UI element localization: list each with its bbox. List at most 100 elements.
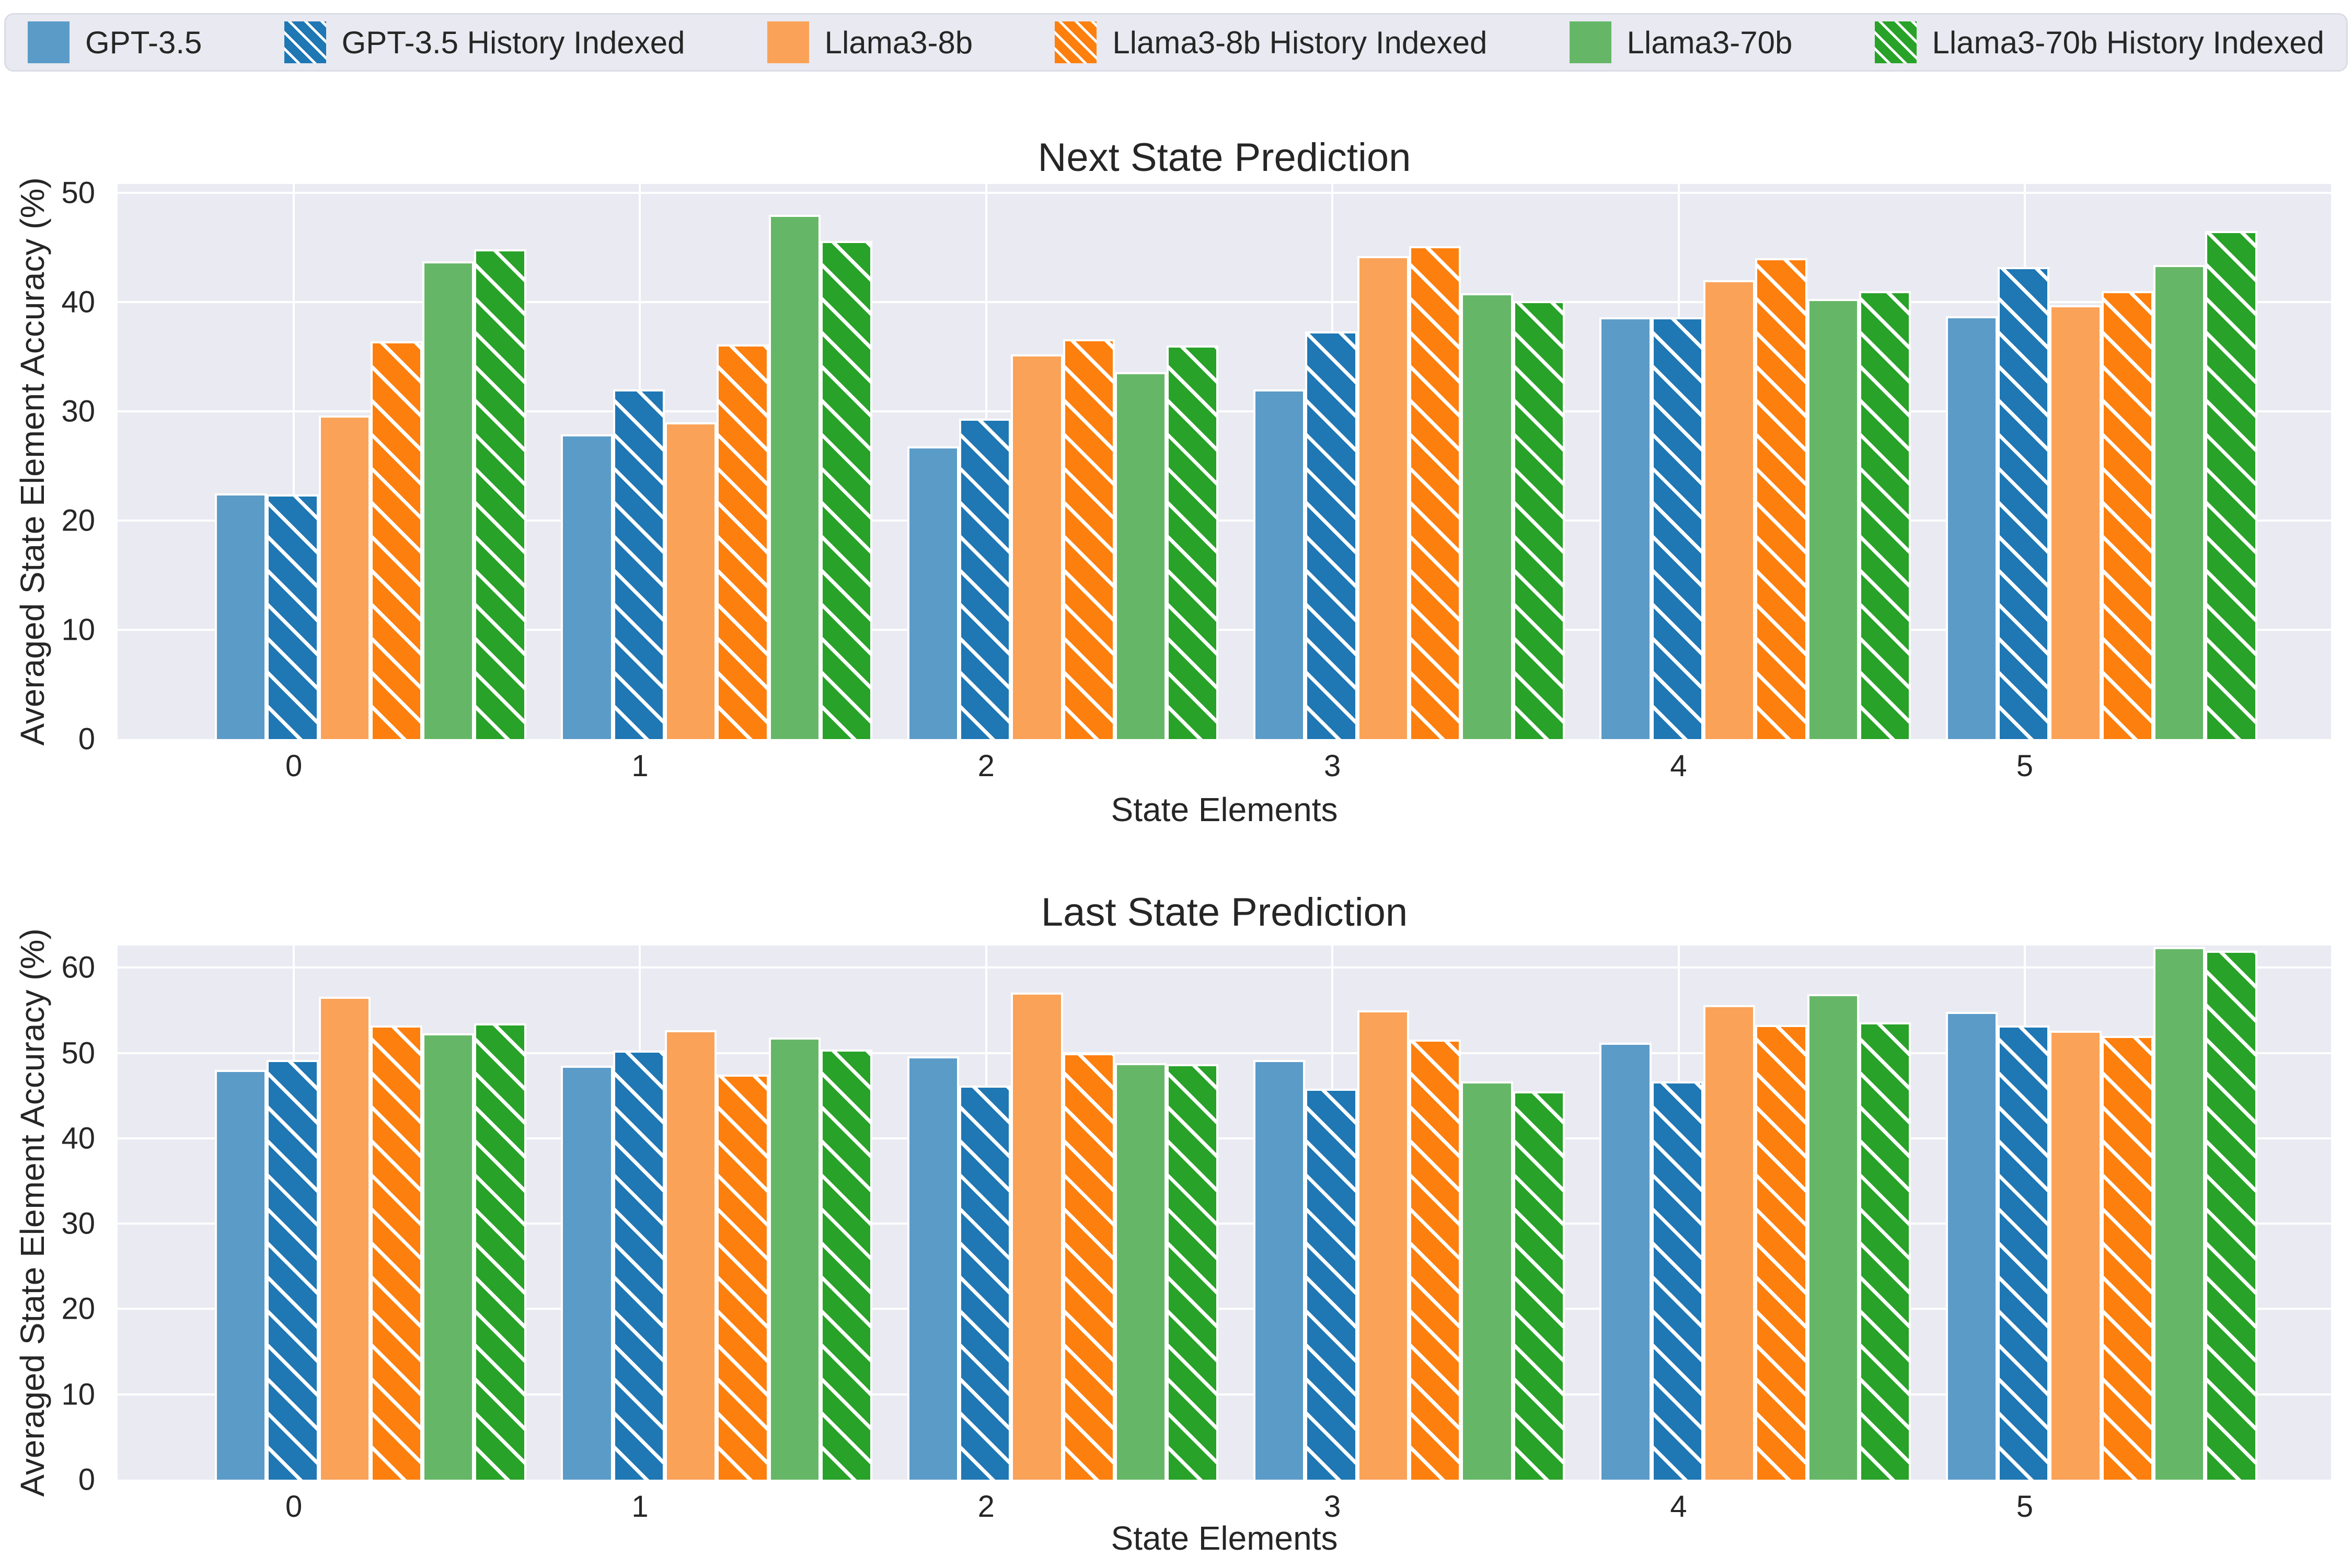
y-tick-label: 0 (78, 1462, 95, 1497)
bar (820, 1050, 873, 1480)
legend-item: Llama3-70b History Indexed (1874, 21, 2324, 63)
legend-swatch-icon (284, 21, 326, 63)
bar (1513, 301, 1565, 739)
bar (1997, 1025, 2050, 1480)
chart-title-last-state: Last State Prediction (1041, 890, 1408, 935)
bar (664, 1030, 717, 1480)
plot-area-next-state (118, 184, 2331, 739)
x-tick-label: 2 (977, 1490, 995, 1524)
x-tick-label: 0 (285, 749, 303, 783)
bar (1945, 1012, 1998, 1480)
x-tick-label: 5 (2016, 1490, 2034, 1524)
legend-item-label: Llama3-70b (1627, 25, 1793, 60)
legend-item-label: Llama3-70b History Indexed (1932, 25, 2324, 60)
legend-item: GPT-3.5 History Indexed (284, 21, 685, 63)
bar (1167, 1064, 1219, 1480)
bar (1651, 1081, 1703, 1480)
bar (1063, 339, 1115, 739)
legend-item-label: GPT-3.5 (85, 25, 202, 60)
bar (1167, 345, 1219, 739)
bar-group (1945, 184, 2257, 739)
legend-item: Llama3-8b (767, 21, 973, 63)
bar (2049, 305, 2102, 739)
bar (2153, 264, 2206, 739)
bar (907, 1056, 959, 1480)
bar (422, 1033, 475, 1480)
x-tick-label: 2 (977, 749, 995, 783)
gridline (118, 301, 2331, 303)
bar (907, 446, 959, 739)
bar (422, 261, 475, 739)
bar (1755, 258, 1807, 739)
gridline (118, 191, 2331, 194)
bar (1859, 1022, 1911, 1480)
bar-group (214, 184, 526, 739)
bar (1807, 298, 1859, 739)
bar (1599, 317, 1652, 739)
y-axis-ticks-last-state: 0 10 20 30 40 50 60 (0, 946, 100, 1497)
bar (474, 1023, 526, 1480)
bar (1703, 280, 1756, 739)
legend: GPT-3.5 GPT-3.5 History Indexed Llama3-8b L… (4, 13, 2348, 72)
bar (1305, 331, 1357, 739)
bar (2205, 230, 2257, 739)
bar (768, 214, 821, 739)
gridline (118, 519, 2331, 522)
chart-title-next-state: Next State Prediction (1037, 135, 1411, 180)
y-tick-label: 10 (61, 613, 95, 647)
bar (1807, 994, 1859, 1480)
x-tick-label: 1 (631, 749, 649, 783)
bar (370, 1025, 423, 1480)
x-tick-label: 5 (2016, 749, 2034, 783)
bar (1703, 1005, 1756, 1480)
x-axis-ticks-next-state: 0 1 2 3 4 5 (118, 739, 2331, 797)
bar (613, 1050, 665, 1480)
bar (267, 1059, 319, 1480)
legend-item-label: Llama3-8b History Indexed (1112, 25, 1488, 60)
legend-item-label: GPT-3.5 History Indexed (341, 25, 685, 60)
bar (1945, 316, 1998, 739)
bar (1114, 1063, 1167, 1480)
bar (1513, 1091, 1565, 1480)
bar (1599, 1043, 1652, 1480)
bar (1357, 1010, 1409, 1480)
x-tick-label: 3 (1324, 1490, 1341, 1524)
legend-item: GPT-3.5 (28, 21, 202, 63)
bar (1409, 1039, 1461, 1480)
x-tick-label: 0 (285, 1490, 303, 1524)
x-tick-label: 4 (1670, 1490, 1687, 1524)
bar (768, 1037, 821, 1480)
bar-group (561, 946, 873, 1480)
legend-item-label: Llama3-8b (824, 25, 973, 60)
bar (820, 240, 873, 739)
x-tick-label: 3 (1324, 749, 1341, 783)
gridline (118, 410, 2331, 412)
bar (959, 1085, 1011, 1480)
bar-group (1253, 946, 1565, 1480)
x-tick-label: 4 (1670, 749, 1687, 783)
bar (318, 996, 371, 1480)
bar (1011, 354, 1063, 739)
bar (318, 416, 371, 739)
bar (214, 1070, 267, 1480)
x-tick-label: 1 (631, 1490, 649, 1524)
bar (214, 493, 267, 739)
bar (1253, 1059, 1306, 1480)
bar (2153, 947, 2206, 1480)
y-tick-label: 40 (61, 285, 95, 319)
bar (1461, 293, 1513, 739)
y-tick-label: 30 (61, 1206, 95, 1241)
x-axis-label-next-state: State Elements (1111, 791, 1338, 828)
bar (561, 434, 613, 739)
legend-swatch-icon (1055, 21, 1097, 63)
y-tick-label: 30 (61, 394, 95, 429)
bar-group (1599, 946, 1911, 1480)
y-tick-label: 40 (61, 1121, 95, 1156)
legend-swatch-icon (767, 21, 809, 63)
y-tick-label: 50 (61, 176, 95, 210)
plot-area-last-state (118, 946, 2331, 1480)
bar (664, 422, 717, 739)
y-axis-ticks-next-state: 0 10 20 30 40 50 (0, 176, 100, 756)
bar (1409, 246, 1461, 739)
